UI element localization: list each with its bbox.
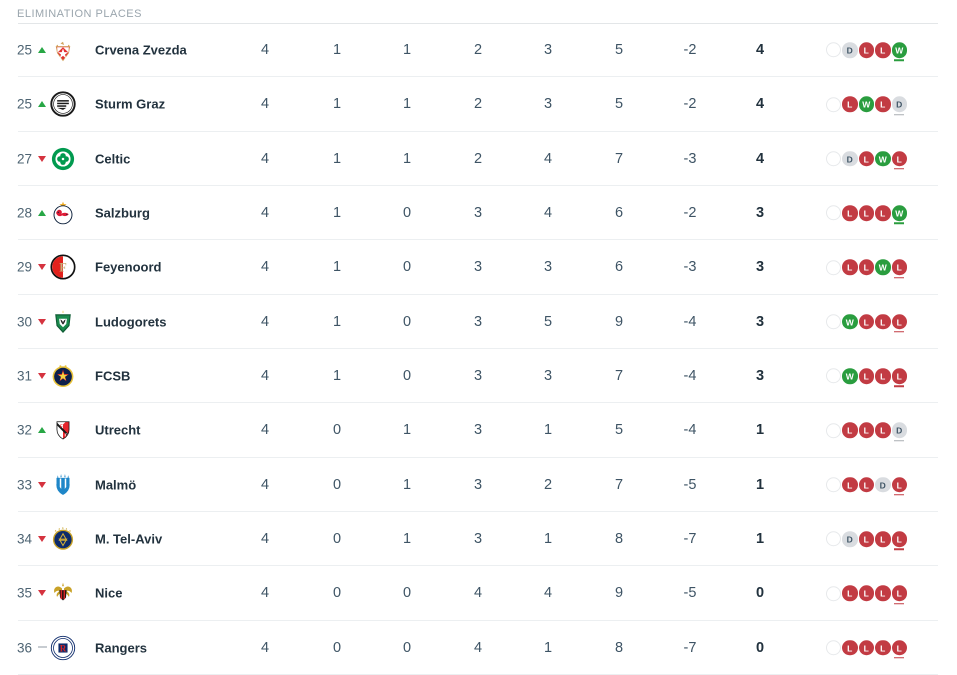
svg-text:F: F — [59, 261, 67, 275]
svg-text:R: R — [60, 643, 67, 653]
svg-text:F: F — [60, 424, 63, 429]
